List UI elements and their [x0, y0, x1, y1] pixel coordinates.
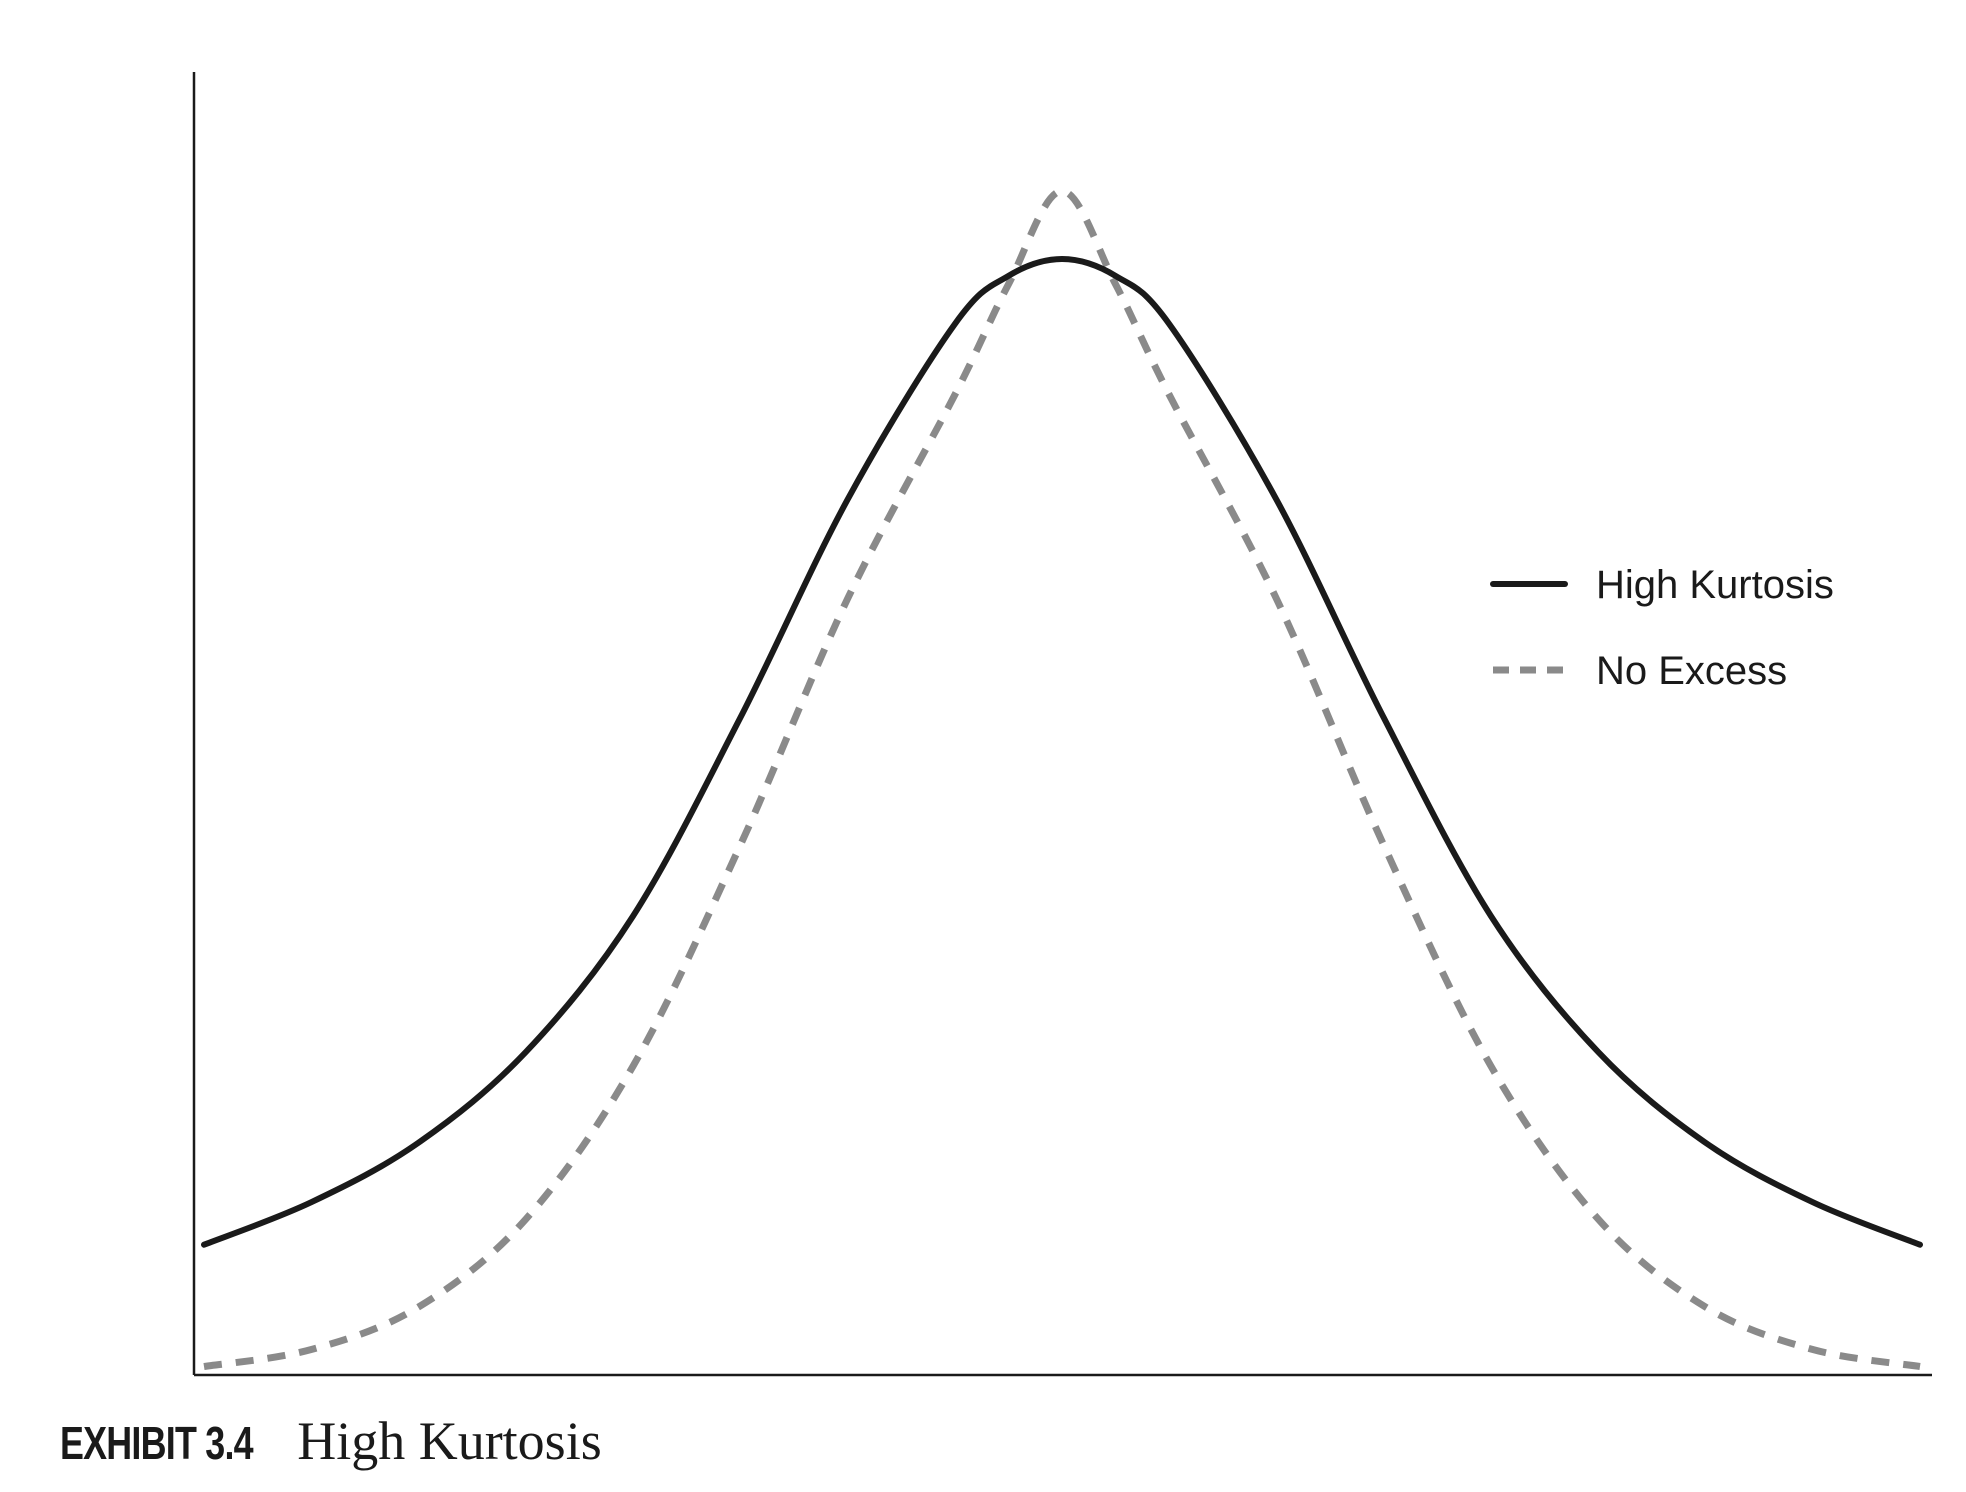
kurtosis-chart: High Kurtosis No Excess	[192, 72, 1932, 1377]
exhibit-label: EXHIBIT 3.4	[60, 1417, 254, 1469]
exhibit-caption: EXHIBIT 3.4 High Kurtosis	[60, 1410, 602, 1490]
series-line-no-excess	[203, 187, 1921, 1370]
legend-label-high-kurtosis: High Kurtosis	[1596, 563, 1834, 607]
legend-label-no-excess: No Excess	[1596, 649, 1787, 693]
legend: High Kurtosis No Excess	[1490, 563, 1834, 693]
series-line-high-kurtosis	[201, 256, 1923, 1248]
exhibit-title: High Kurtosis	[297, 1411, 602, 1471]
series-layer	[201, 187, 1923, 1370]
